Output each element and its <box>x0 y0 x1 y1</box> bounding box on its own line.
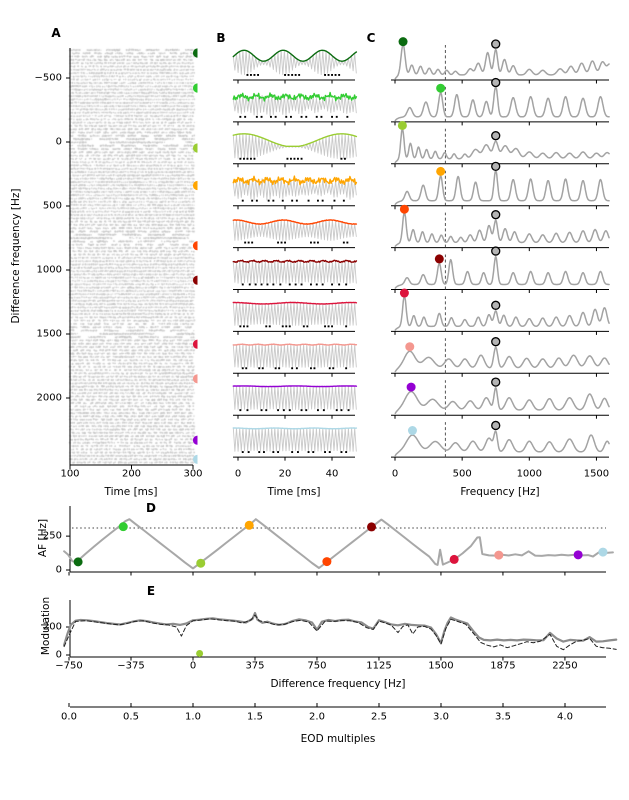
a-xtick: 300 <box>183 468 203 480</box>
e-xtick: 750 <box>307 660 327 672</box>
e-xtick: 2250 <box>552 660 578 672</box>
eod-tick: 3.5 <box>495 711 511 723</box>
panel-label-c: C <box>366 31 376 45</box>
b-xtick: 40 <box>325 468 339 480</box>
eod-tick: 1.0 <box>185 711 201 723</box>
panel-label-a: A <box>51 26 61 40</box>
eod-tick: 4.0 <box>557 711 573 723</box>
e-ytick: 200 <box>42 621 62 633</box>
e-xtick: 0 <box>189 660 197 672</box>
e-xtick: 375 <box>245 660 265 672</box>
eod-tick: 3.0 <box>433 711 449 723</box>
e-ytick: 0 <box>55 649 62 661</box>
c-xtick: 1500 <box>583 468 610 480</box>
eod-tick: 2.5 <box>371 711 387 723</box>
panel-label-b: B <box>216 31 226 45</box>
d-ytick: 250 <box>42 530 62 542</box>
eod-tick: 2.0 <box>309 711 325 723</box>
eod-axis-label: EOD multiples <box>300 733 376 745</box>
c-xlabel: Frequency [Hz] <box>460 486 540 498</box>
c-xtick: 500 <box>452 468 472 480</box>
eod-tick: 1.5 <box>247 711 263 723</box>
a-xlabel: Time [ms] <box>104 486 158 498</box>
e-xtick: 1125 <box>366 660 392 672</box>
a-xtick: 100 <box>60 468 80 480</box>
eod-tick: 0.0 <box>61 711 77 723</box>
b-xtick: 20 <box>278 468 292 480</box>
a-ytick: 500 <box>42 200 62 212</box>
a-ytick: 1000 <box>36 264 62 276</box>
e-xtick: −375 <box>117 660 145 672</box>
c-xtick: 1000 <box>516 468 543 480</box>
a-ytick: 1500 <box>36 328 62 340</box>
b-xlabel: Time [ms] <box>267 486 321 498</box>
a-ytick: 0 <box>55 136 62 148</box>
a-xtick: 200 <box>121 468 142 480</box>
panel-label-d: D <box>146 501 156 515</box>
e-xtick: 1500 <box>428 660 454 672</box>
panel-label-e: E <box>146 584 156 598</box>
eod-tick: 0.5 <box>123 711 139 723</box>
a-ytick: −500 <box>34 72 62 84</box>
e-xtick: 1875 <box>490 660 516 672</box>
b-xtick: 0 <box>234 468 242 480</box>
d-ytick: 0 <box>55 564 62 576</box>
a-ytick: 2000 <box>36 392 62 404</box>
c-xtick: 0 <box>391 468 399 480</box>
a-ylabel: Difference frequency [Hz] <box>10 188 22 324</box>
e-xlabel: Difference frequency [Hz] <box>270 678 406 690</box>
e-xtick: −750 <box>55 660 83 672</box>
